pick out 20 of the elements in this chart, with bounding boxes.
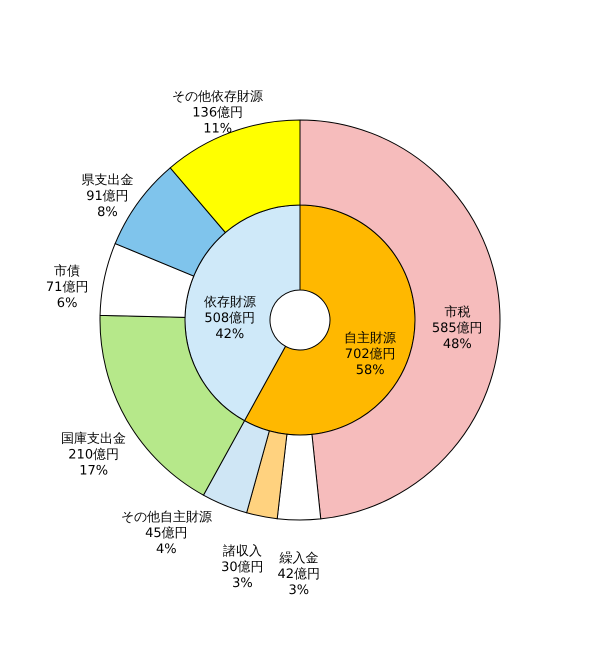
data-label: 30億円 3% [221, 560, 264, 591]
data-label: 210億円 17% [68, 448, 120, 479]
slice-label: 依存財源 [204, 294, 256, 310]
slice-label: その他依存財源 [172, 90, 264, 105]
data-label: 91億円 8% [86, 189, 129, 220]
data-label: 136億円 11% [192, 106, 244, 137]
data-label: 42億円 3% [277, 566, 320, 598]
data-label: 702億円 58% [344, 347, 396, 378]
slice-label: 国庫支出金 [61, 430, 126, 447]
slice-label: 自主財源 [344, 330, 396, 346]
data-label: 45億円 4% [145, 526, 188, 557]
slice-label: 県支出金 [81, 173, 134, 188]
slice-label: その他自主財源 [120, 508, 212, 525]
slice-label: 市債 [54, 264, 80, 279]
data-label: 71億円 6% [46, 280, 88, 311]
slice-label: 諸収入 [222, 544, 262, 559]
data-label: 508億円 42% [204, 310, 256, 342]
slice-label: 市税 [444, 304, 470, 320]
data-label: 585億円 48% [432, 320, 483, 352]
slice-label: 繰入金 [278, 550, 318, 566]
